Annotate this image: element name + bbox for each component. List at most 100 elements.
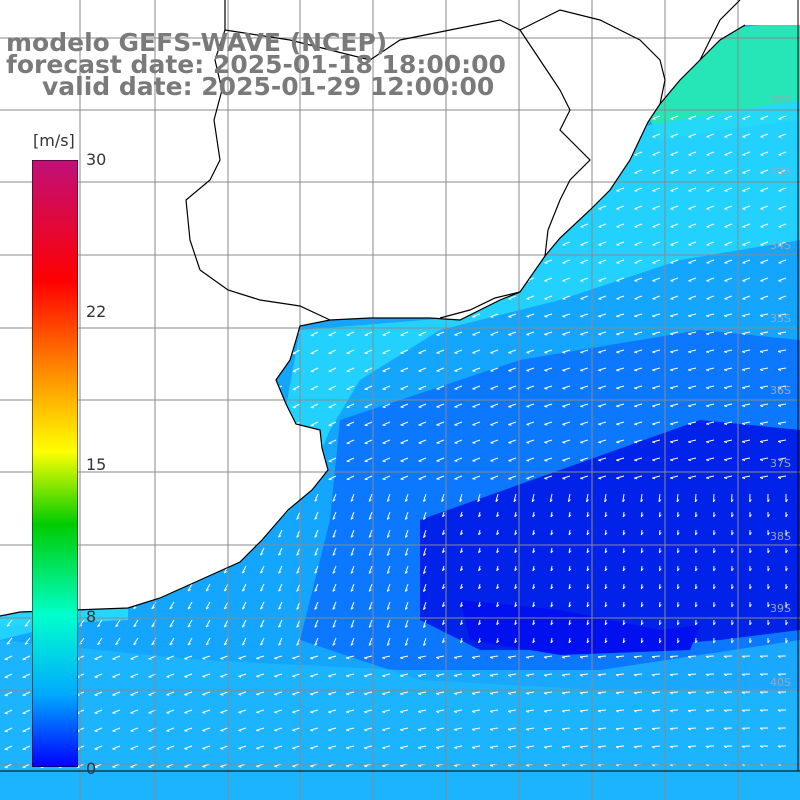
wind-arrow-head: [508, 334, 512, 336]
wind-arrow-head: [332, 499, 336, 502]
wind-arrow: [94, 727, 103, 732]
wind-arrow: [616, 223, 625, 228]
wind-arrow-head: [400, 370, 404, 372]
wind-arrow: [386, 619, 391, 628]
wind-arrow: [508, 709, 517, 712]
wind-arrow-head: [151, 642, 155, 646]
wind-arrow: [368, 565, 373, 574]
wind-arrow: [562, 673, 571, 676]
wind-arrow-head: [544, 441, 548, 444]
wind-arrow-head: [436, 388, 440, 390]
wind-arrow-head: [489, 764, 494, 767]
wind-arrow-head: [597, 674, 602, 677]
wind-arrow: [314, 601, 319, 610]
wind-arrow: [400, 655, 409, 659]
wind-arrow: [616, 367, 625, 371]
wind-arrow-head: [688, 369, 692, 372]
wind-arrow-head: [688, 244, 692, 246]
wind-arrow-head: [436, 334, 440, 336]
wind-arrow: [670, 205, 679, 210]
wind-arrow-head: [742, 262, 746, 264]
wind-arrow: [274, 691, 283, 695]
wind-arrow: [580, 709, 589, 712]
wind-arrow-head: [489, 710, 494, 713]
wind-arrow-head: [724, 262, 728, 264]
wind-arrow-head: [514, 568, 518, 572]
wind-arrow: [544, 709, 553, 712]
wind-arrow-head: [550, 532, 554, 536]
wind-arrow: [651, 655, 661, 658]
wind-arrow: [454, 673, 463, 676]
wind-arrow: [616, 475, 625, 479]
wind-arrow-head: [634, 244, 638, 246]
wind-arrow-head: [731, 499, 734, 503]
wind-arrow: [562, 457, 571, 461]
wind-arrow-head: [598, 351, 602, 354]
wind-arrow-head: [742, 208, 746, 210]
wind-arrow: [778, 187, 787, 192]
wind-arrow-head: [670, 459, 674, 462]
wind-arrow-head: [688, 387, 692, 390]
wind-arrow-head: [115, 624, 119, 628]
wind-arrow: [278, 547, 283, 556]
wind-arrow: [652, 169, 661, 174]
wind-arrow: [652, 385, 661, 389]
wind-arrow: [544, 691, 553, 694]
wind-arrow-head: [713, 532, 716, 536]
wind-arrow-head: [400, 388, 404, 390]
wind-arrow: [490, 367, 499, 372]
wind-arrow-head: [777, 458, 782, 461]
wind-arrow: [580, 475, 589, 479]
wind-arrow-head: [777, 350, 782, 353]
wind-arrow: [238, 727, 247, 731]
wind-arrow: [742, 187, 751, 192]
wind-arrow-head: [568, 550, 572, 554]
wind-arrow-head: [292, 765, 296, 768]
wind-arrow-head: [328, 711, 332, 714]
wind-arrow-head: [368, 643, 372, 646]
wind-arrow-head: [274, 693, 278, 696]
wind-arrow: [706, 439, 715, 443]
wind-arrow: [669, 745, 679, 747]
wind-arrow: [742, 457, 751, 461]
wind-arrow-head: [148, 712, 152, 714]
wind-arrow-head: [205, 607, 209, 610]
wind-arrow-head: [386, 571, 390, 574]
wind-arrow: [688, 403, 697, 407]
wind-arrow: [4, 691, 13, 696]
wind-arrow: [526, 655, 535, 658]
wind-arrow: [580, 259, 589, 264]
wind-arrow: [634, 385, 643, 389]
wind-arrow-head: [688, 226, 692, 228]
wind-arrow: [422, 601, 427, 610]
wind-arrow: [544, 331, 553, 335]
wind-arrow-head: [767, 568, 770, 572]
wind-arrow-head: [652, 369, 656, 372]
wind-arrow: [4, 673, 13, 678]
wind-arrow: [310, 403, 319, 408]
wind-arrow-head: [562, 333, 566, 336]
wind-arrow-head: [453, 747, 458, 749]
wind-arrow-head: [586, 514, 590, 518]
wind-arrow-head: [724, 118, 728, 120]
wind-arrow-head: [508, 424, 512, 426]
wind-arrow: [508, 457, 517, 462]
wind-arrow-head: [496, 640, 500, 644]
wind-arrow: [296, 565, 301, 574]
wind-arrow-head: [148, 658, 152, 660]
wind-arrow-head: [706, 351, 710, 354]
wind-arrow: [490, 331, 499, 336]
wind-arrow-head: [242, 607, 246, 610]
wind-arrow-head: [741, 745, 745, 749]
wind-arrow-head: [531, 499, 535, 503]
wind-arrow: [346, 475, 355, 480]
wind-arrow: [688, 277, 697, 282]
wind-arrow-head: [454, 478, 458, 480]
wind-arrow-head: [478, 586, 482, 590]
wind-arrow: [130, 709, 139, 714]
wind-arrow: [634, 241, 643, 246]
wind-arrow-head: [777, 314, 782, 317]
wind-arrow-head: [634, 369, 638, 372]
wind-arrow-head: [759, 727, 763, 731]
wind-arrow: [508, 349, 517, 354]
